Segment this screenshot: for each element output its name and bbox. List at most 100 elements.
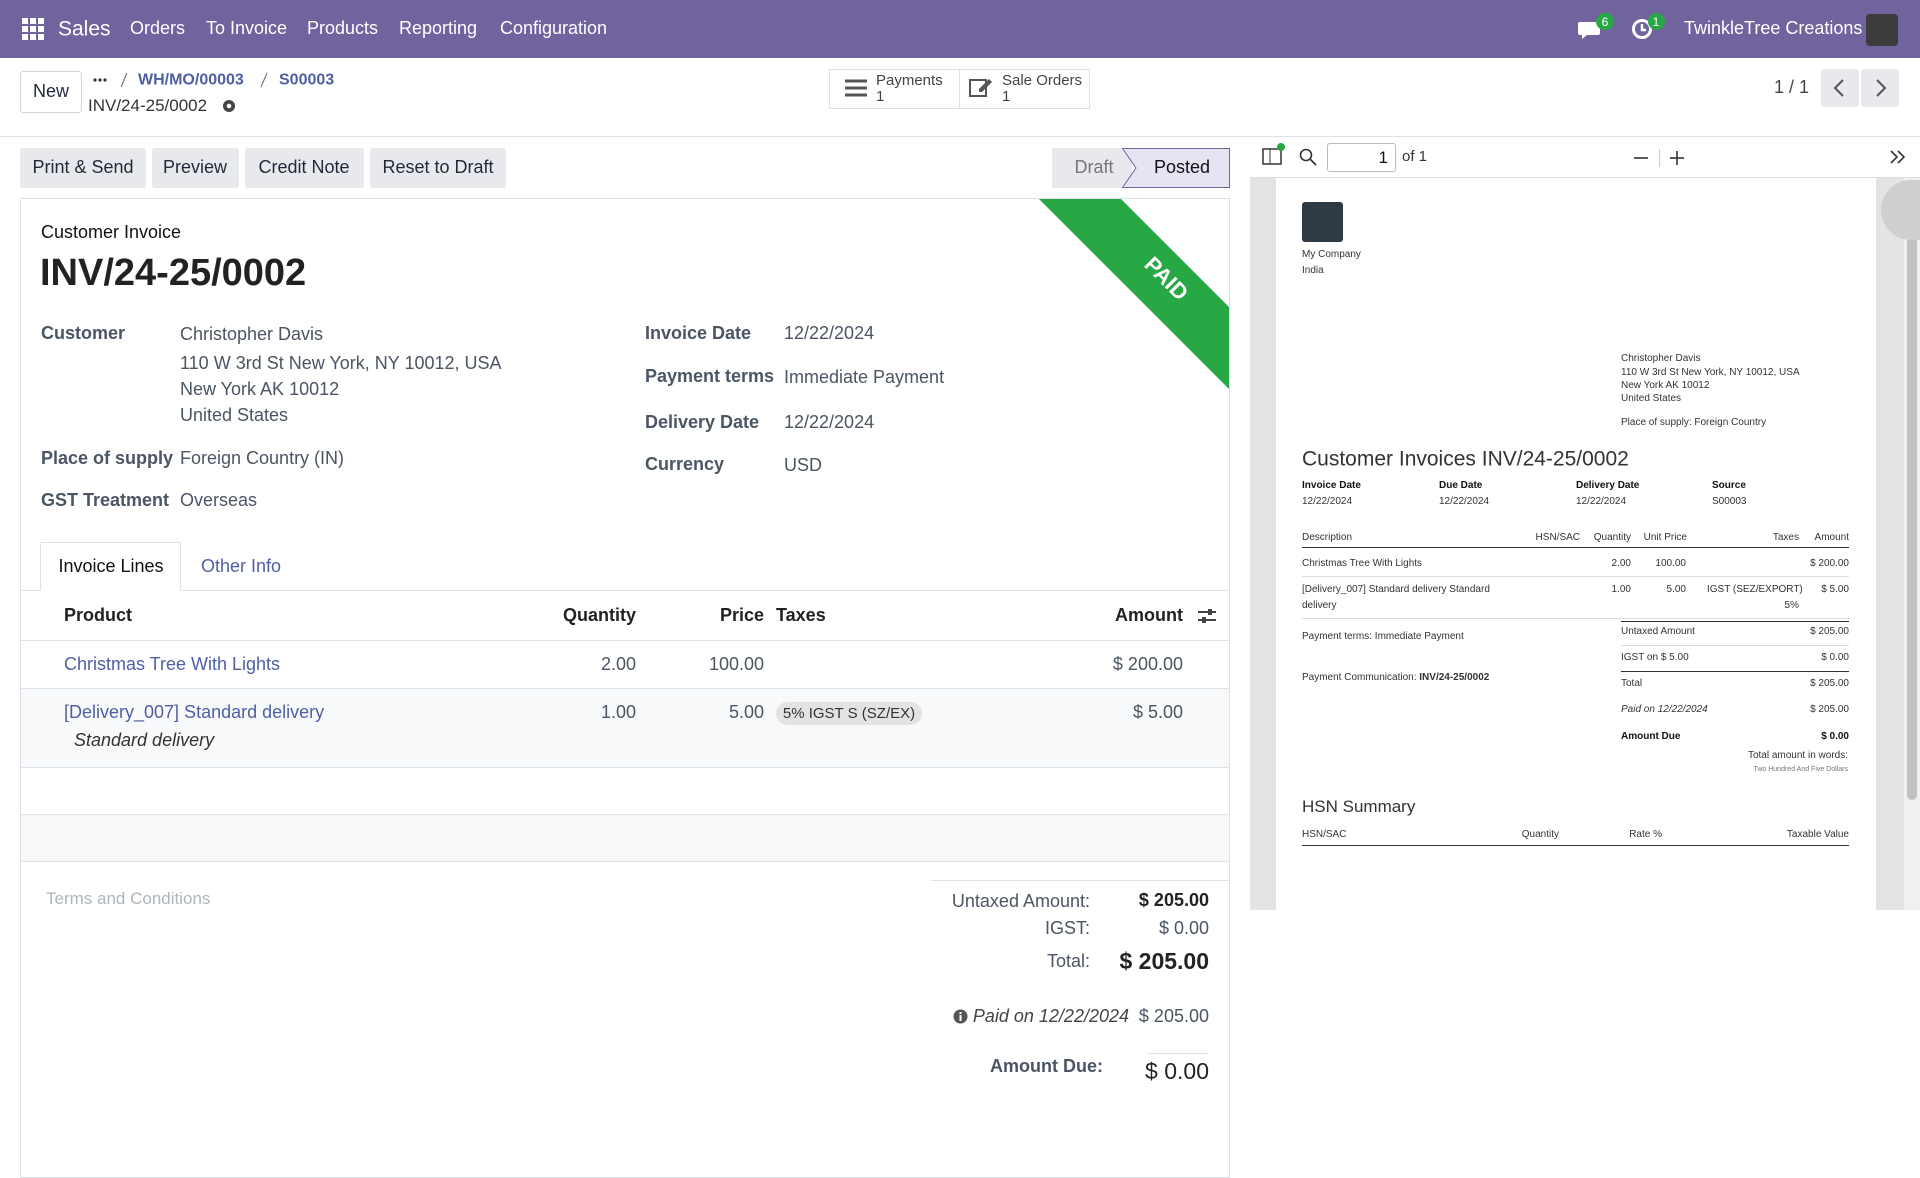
tab-active[interactable] <box>40 542 181 591</box>
preview-column: Quantity <box>1593 532 1631 543</box>
preview-info-value: S00003 <box>1712 496 1747 507</box>
field-value: New York AK 10012 <box>180 379 340 400</box>
preview-text: 110 W 3rd St New York, NY 10012, USA <box>1621 367 1800 378</box>
preview-cell: IGST (SEZ/EXPORT) <box>1707 584 1803 595</box>
divider <box>0 136 1920 137</box>
status-posted[interactable] <box>1122 148 1230 188</box>
product[interactable]: [Delivery_007] Standard delivery <box>64 702 325 723</box>
column-header[interactable]: Amount <box>1115 605 1183 626</box>
more-icon[interactable] <box>93 77 107 83</box>
company-name[interactable]: TwinkleTree Creations <box>1684 18 1863 39</box>
company-logo <box>1302 202 1343 242</box>
messages-icon[interactable] <box>1578 19 1602 41</box>
smart-button-count[interactable]: 1 <box>1002 88 1011 105</box>
menu-item[interactable]: To Invoice <box>206 18 288 39</box>
apps-icon[interactable] <box>22 18 44 40</box>
status-label[interactable]: Posted <box>1153 157 1211 178</box>
quantity[interactable]: 2.00 <box>600 654 636 675</box>
price[interactable]: 100.00 <box>708 654 764 675</box>
app-name[interactable]: Sales <box>58 17 111 41</box>
terms-placeholder[interactable]: Terms and Conditions <box>46 888 211 908</box>
totals-line <box>1147 1053 1209 1054</box>
tax-badge[interactable] <box>776 702 922 725</box>
column-header[interactable]: Price <box>719 605 764 626</box>
pager-prev[interactable] <box>1821 69 1859 107</box>
preview-total-value: $ 205.00 <box>1810 704 1849 715</box>
menu-item[interactable]: Reporting <box>399 18 478 39</box>
total-label: IGST: <box>1044 918 1090 939</box>
tax-label[interactable]: 5% IGST S (SZ/EX) <box>782 705 916 722</box>
gear-icon[interactable] <box>221 98 237 114</box>
menu-item[interactable]: Products <box>307 18 379 39</box>
price[interactable]: 5.00 <box>728 702 764 723</box>
action-label[interactable]: Print & Send <box>32 157 134 178</box>
badge <box>1596 13 1614 30</box>
action-button[interactable] <box>152 148 239 188</box>
field-label: Delivery Date <box>645 412 760 433</box>
breadcrumb[interactable]: S00003 <box>279 71 335 89</box>
field-value[interactable]: 12/22/2024 <box>784 323 875 344</box>
column-settings[interactable] <box>1198 607 1216 625</box>
preview-info-label: Source <box>1712 480 1746 491</box>
field-label: Currency <box>645 454 725 475</box>
toolbar-more[interactable] <box>1889 148 1907 166</box>
column-header[interactable]: Quantity <box>562 605 636 626</box>
preview-total-label: Untaxed Amount <box>1621 626 1695 637</box>
total-value: $ 0.00 <box>1145 1058 1209 1085</box>
tab-label[interactable]: Other Info <box>201 556 282 577</box>
status-label[interactable]: Draft <box>1074 157 1114 178</box>
search-icon[interactable] <box>1299 148 1317 166</box>
preview-cell: Christmas Tree With Lights <box>1302 558 1423 569</box>
scroll-handle[interactable] <box>1881 180 1920 240</box>
preview-cell: 5.00 <box>1666 584 1686 595</box>
field-value[interactable]: Christopher Davis <box>180 324 324 345</box>
page-input[interactable] <box>1327 143 1396 172</box>
scroll-thumb[interactable] <box>1907 190 1917 800</box>
row-background <box>21 815 1229 861</box>
pager-next[interactable] <box>1861 69 1899 107</box>
field-value[interactable]: 12/22/2024 <box>784 412 875 433</box>
sidebar-toggle[interactable] <box>1262 142 1286 166</box>
field-value[interactable]: Immediate Payment <box>784 367 945 388</box>
tab-label[interactable]: Invoice Lines <box>58 556 164 577</box>
page-number[interactable]: 1 <box>1378 147 1388 167</box>
field-value[interactable]: Foreign Country (IN) <box>180 448 345 469</box>
column-header[interactable]: Taxes <box>776 605 826 626</box>
avatar[interactable] <box>1866 14 1898 46</box>
field-value[interactable]: Overseas <box>180 490 258 511</box>
breadcrumb[interactable]: WH/MO/00003 <box>138 71 244 89</box>
preview-cell: [Delivery_007] Standard delivery Standar… <box>1302 584 1490 595</box>
action-button[interactable] <box>20 148 146 188</box>
preview-info-label: Invoice Date <box>1302 480 1361 491</box>
total-value: $ 205.00 <box>1138 890 1209 911</box>
preview-title: Customer Invoices INV/24-25/0002 <box>1302 447 1629 471</box>
action-label[interactable]: Preview <box>162 157 228 178</box>
action-label[interactable]: Reset to Draft <box>382 157 494 178</box>
payments-icon[interactable] <box>845 78 867 98</box>
zoom-in[interactable] <box>1669 150 1685 166</box>
zoom-out[interactable] <box>1633 150 1649 166</box>
column-header[interactable]: Product <box>64 605 133 626</box>
action-button[interactable] <box>370 148 506 188</box>
menu-item[interactable]: Configuration <box>500 18 608 39</box>
smart-button-label[interactable]: Sale Orders <box>1002 72 1083 89</box>
info-icon[interactable] <box>953 1009 968 1024</box>
status-draft[interactable] <box>1052 148 1132 188</box>
new-button-label[interactable]: New <box>32 81 70 102</box>
invoice-name: INV/24-25/0002 <box>40 252 307 295</box>
field-value[interactable]: USD <box>784 455 823 476</box>
product[interactable]: Christmas Tree With Lights <box>64 654 281 675</box>
smart-button-label[interactable]: Payments <box>876 72 943 89</box>
preview-label: Payment Communication: <box>1302 672 1417 683</box>
new-button[interactable] <box>20 71 82 113</box>
row-line <box>21 814 1229 815</box>
quantity[interactable]: 1.00 <box>600 702 636 723</box>
menu-item[interactable]: Orders <box>130 18 186 39</box>
divider <box>1659 149 1660 167</box>
smart-button-count[interactable]: 1 <box>876 88 885 105</box>
pager: 1 / 1 <box>1773 77 1809 98</box>
action-button[interactable] <box>245 148 364 188</box>
activity-icon[interactable] <box>1631 18 1653 40</box>
sale-orders-icon[interactable] <box>969 76 993 98</box>
action-label[interactable]: Credit Note <box>258 157 350 178</box>
